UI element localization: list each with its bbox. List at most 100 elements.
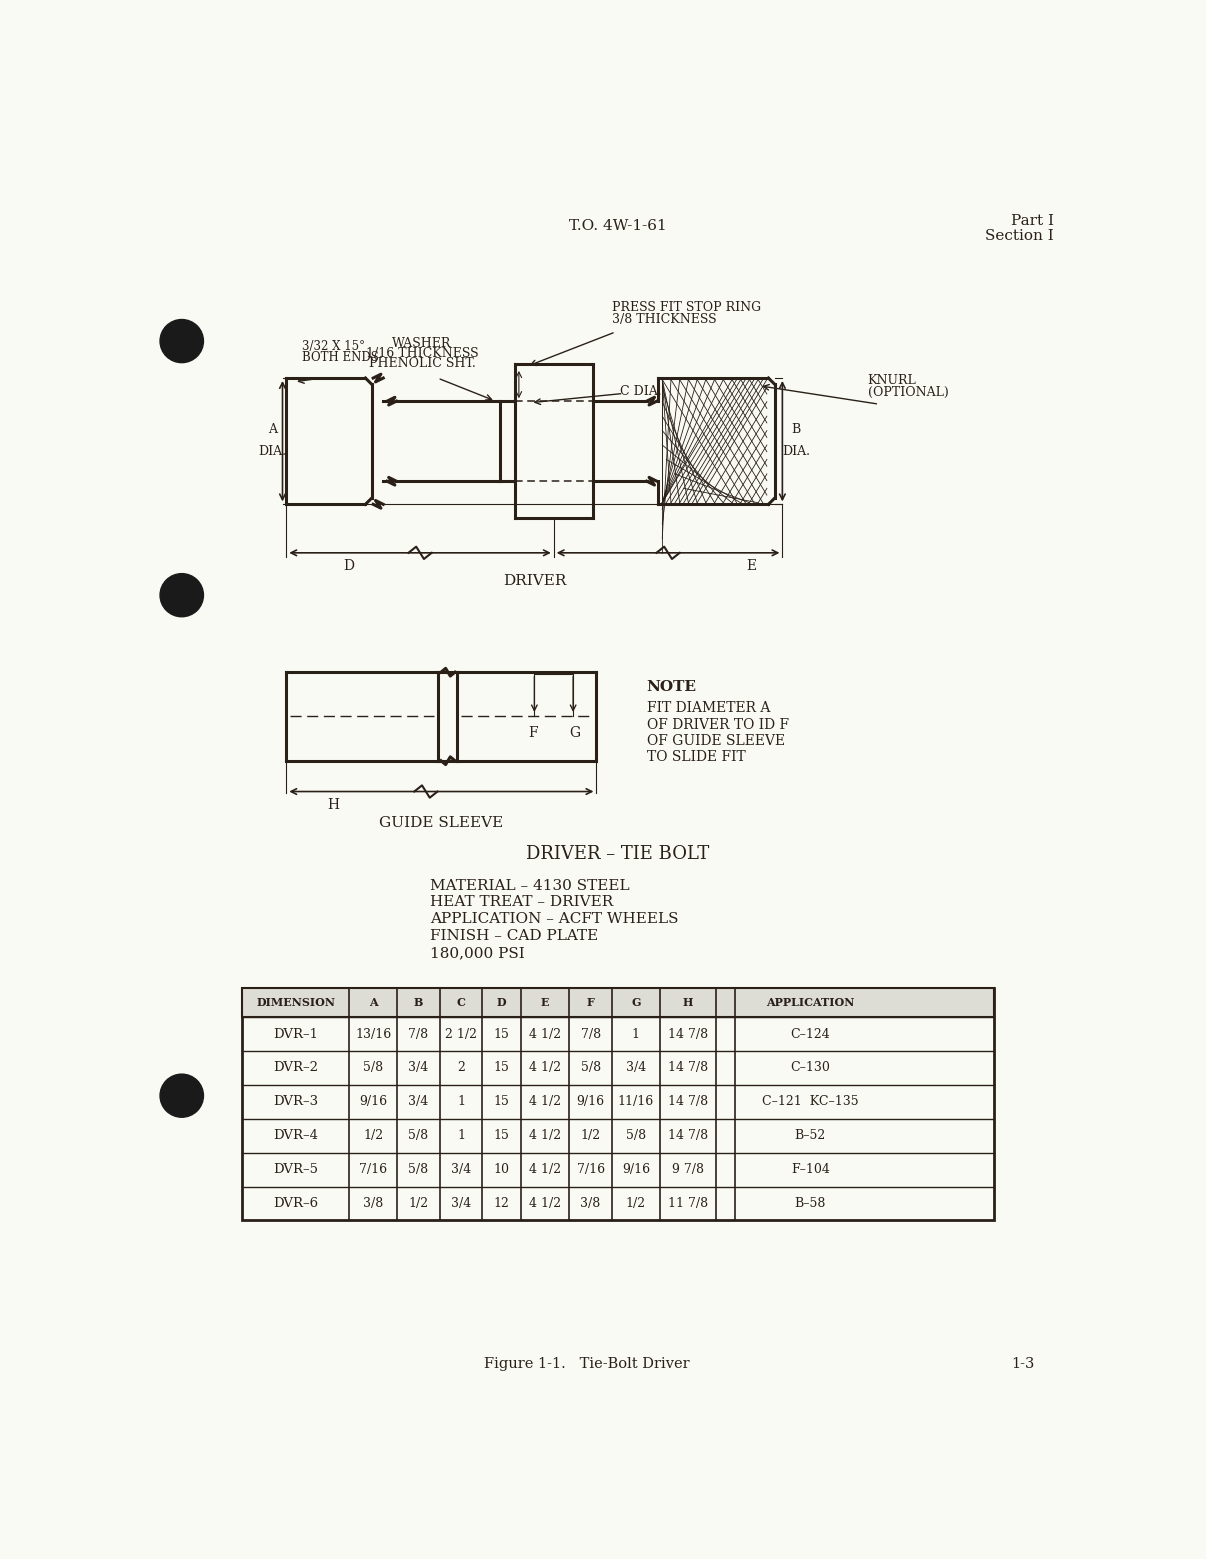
Text: DVR–2: DVR–2 (274, 1062, 318, 1074)
Text: DVR–3: DVR–3 (273, 1096, 318, 1108)
Text: DIMENSION: DIMENSION (256, 998, 335, 1009)
Text: F–104: F–104 (791, 1163, 830, 1175)
Text: 1/2: 1/2 (626, 1197, 646, 1210)
Text: 3/8: 3/8 (363, 1197, 384, 1210)
Text: Figure 1-1.   Tie-Bolt Driver: Figure 1-1. Tie-Bolt Driver (484, 1358, 690, 1372)
Text: DRIVER – TIE BOLT: DRIVER – TIE BOLT (527, 845, 709, 864)
Text: C–124: C–124 (790, 1027, 830, 1040)
Text: 4 1/2: 4 1/2 (529, 1197, 561, 1210)
Text: 5/8: 5/8 (409, 1129, 428, 1143)
Text: B–52: B–52 (795, 1129, 826, 1143)
Text: 1: 1 (632, 1027, 640, 1040)
Text: C–121  KC–135: C–121 KC–135 (762, 1096, 859, 1108)
Text: 3/8: 3/8 (580, 1197, 601, 1210)
Text: (OPTIONAL): (OPTIONAL) (867, 385, 948, 399)
Text: 9/16: 9/16 (622, 1163, 650, 1175)
Text: 14 7/8: 14 7/8 (668, 1062, 708, 1074)
Text: 7/8: 7/8 (409, 1027, 428, 1040)
Text: WASHER: WASHER (392, 337, 452, 351)
Text: 5/8: 5/8 (580, 1062, 601, 1074)
Text: 15: 15 (494, 1027, 510, 1040)
Text: 1: 1 (457, 1129, 466, 1143)
Text: 9/16: 9/16 (576, 1096, 604, 1108)
Text: 4 1/2: 4 1/2 (529, 1129, 561, 1143)
Text: 4 1/2: 4 1/2 (529, 1062, 561, 1074)
Text: D: D (343, 560, 353, 574)
Text: 14 7/8: 14 7/8 (668, 1027, 708, 1040)
Text: 7/16: 7/16 (576, 1163, 604, 1175)
Text: 4 1/2: 4 1/2 (529, 1096, 561, 1108)
Text: DVR–4: DVR–4 (274, 1129, 318, 1143)
Text: 14 7/8: 14 7/8 (668, 1096, 708, 1108)
Text: 9 7/8: 9 7/8 (672, 1163, 704, 1175)
Text: 11 7/8: 11 7/8 (668, 1197, 708, 1210)
Text: KNURL: KNURL (867, 374, 917, 387)
Text: DRIVER: DRIVER (503, 574, 566, 588)
Text: HEAT TREAT – DRIVER: HEAT TREAT – DRIVER (429, 895, 613, 909)
Text: 1/2: 1/2 (363, 1129, 384, 1143)
Text: T.O. 4W-1-61: T.O. 4W-1-61 (569, 220, 667, 234)
Text: G: G (631, 998, 640, 1009)
Text: 1/16 THICKNESS: 1/16 THICKNESS (365, 348, 479, 360)
Text: A: A (268, 422, 277, 437)
Text: Part I: Part I (1011, 214, 1054, 228)
Text: 5/8: 5/8 (626, 1129, 646, 1143)
Circle shape (160, 320, 204, 363)
Text: B: B (791, 422, 801, 437)
Text: 2: 2 (457, 1062, 466, 1074)
Text: C–130: C–130 (790, 1062, 830, 1074)
Text: BOTH ENDS: BOTH ENDS (302, 351, 379, 365)
Text: DIA.: DIA. (783, 444, 810, 458)
Circle shape (160, 1074, 204, 1118)
Text: 12: 12 (494, 1197, 510, 1210)
Text: 7/8: 7/8 (580, 1027, 601, 1040)
Text: 3/4: 3/4 (451, 1163, 472, 1175)
Text: 4 1/2: 4 1/2 (529, 1163, 561, 1175)
Text: B: B (414, 998, 423, 1009)
Text: 15: 15 (494, 1062, 510, 1074)
Text: 14 7/8: 14 7/8 (668, 1129, 708, 1143)
Text: 180,000 PSI: 180,000 PSI (429, 946, 525, 960)
Text: G: G (569, 725, 580, 739)
Text: FIT DIAMETER A
OF DRIVER TO ID F
OF GUIDE SLEEVE
TO SLIDE FIT: FIT DIAMETER A OF DRIVER TO ID F OF GUID… (646, 702, 789, 764)
Text: 5/8: 5/8 (363, 1062, 384, 1074)
Circle shape (160, 574, 204, 617)
Text: C DIA.: C DIA. (620, 385, 661, 398)
Text: H: H (327, 798, 339, 812)
Text: APPLICATION: APPLICATION (766, 998, 855, 1009)
Text: E: E (541, 998, 550, 1009)
Text: B–58: B–58 (795, 1197, 826, 1210)
Text: DVR–1: DVR–1 (274, 1027, 318, 1040)
Text: 1/2: 1/2 (409, 1197, 428, 1210)
Text: 9/16: 9/16 (359, 1096, 387, 1108)
Text: 3/4: 3/4 (626, 1062, 646, 1074)
Bar (242, 988, 994, 1221)
Text: 15: 15 (494, 1096, 510, 1108)
Text: 5/8: 5/8 (409, 1163, 428, 1175)
Text: 3/4: 3/4 (451, 1197, 472, 1210)
Text: A: A (369, 998, 377, 1009)
Text: 1/2: 1/2 (580, 1129, 601, 1143)
Text: MATERIAL – 4130 STEEL: MATERIAL – 4130 STEEL (429, 879, 630, 893)
Text: 3/4: 3/4 (409, 1062, 428, 1074)
Text: 2 1/2: 2 1/2 (445, 1027, 478, 1040)
Text: DVR–6: DVR–6 (273, 1197, 318, 1210)
Text: 11/16: 11/16 (617, 1096, 654, 1108)
Text: 10: 10 (493, 1163, 510, 1175)
Text: Section I: Section I (985, 229, 1054, 243)
Text: E: E (747, 560, 756, 574)
Text: PRESS FIT STOP RING: PRESS FIT STOP RING (611, 301, 761, 313)
Text: 3/8 THICKNESS: 3/8 THICKNESS (611, 313, 716, 326)
Bar (242, 988, 994, 1016)
Text: APPLICATION – ACFT WHEELS: APPLICATION – ACFT WHEELS (429, 912, 678, 926)
Text: 1-3: 1-3 (1011, 1358, 1035, 1372)
Text: 4 1/2: 4 1/2 (529, 1027, 561, 1040)
Text: PHENOLIC SHT.: PHENOLIC SHT. (369, 357, 475, 371)
Text: 13/16: 13/16 (355, 1027, 391, 1040)
Text: NOTE: NOTE (646, 680, 697, 694)
Text: D: D (497, 998, 507, 1009)
Text: GUIDE SLEEVE: GUIDE SLEEVE (379, 817, 503, 831)
Text: 3/4: 3/4 (409, 1096, 428, 1108)
Text: FINISH – CAD PLATE: FINISH – CAD PLATE (429, 929, 598, 943)
Text: C: C (457, 998, 466, 1009)
